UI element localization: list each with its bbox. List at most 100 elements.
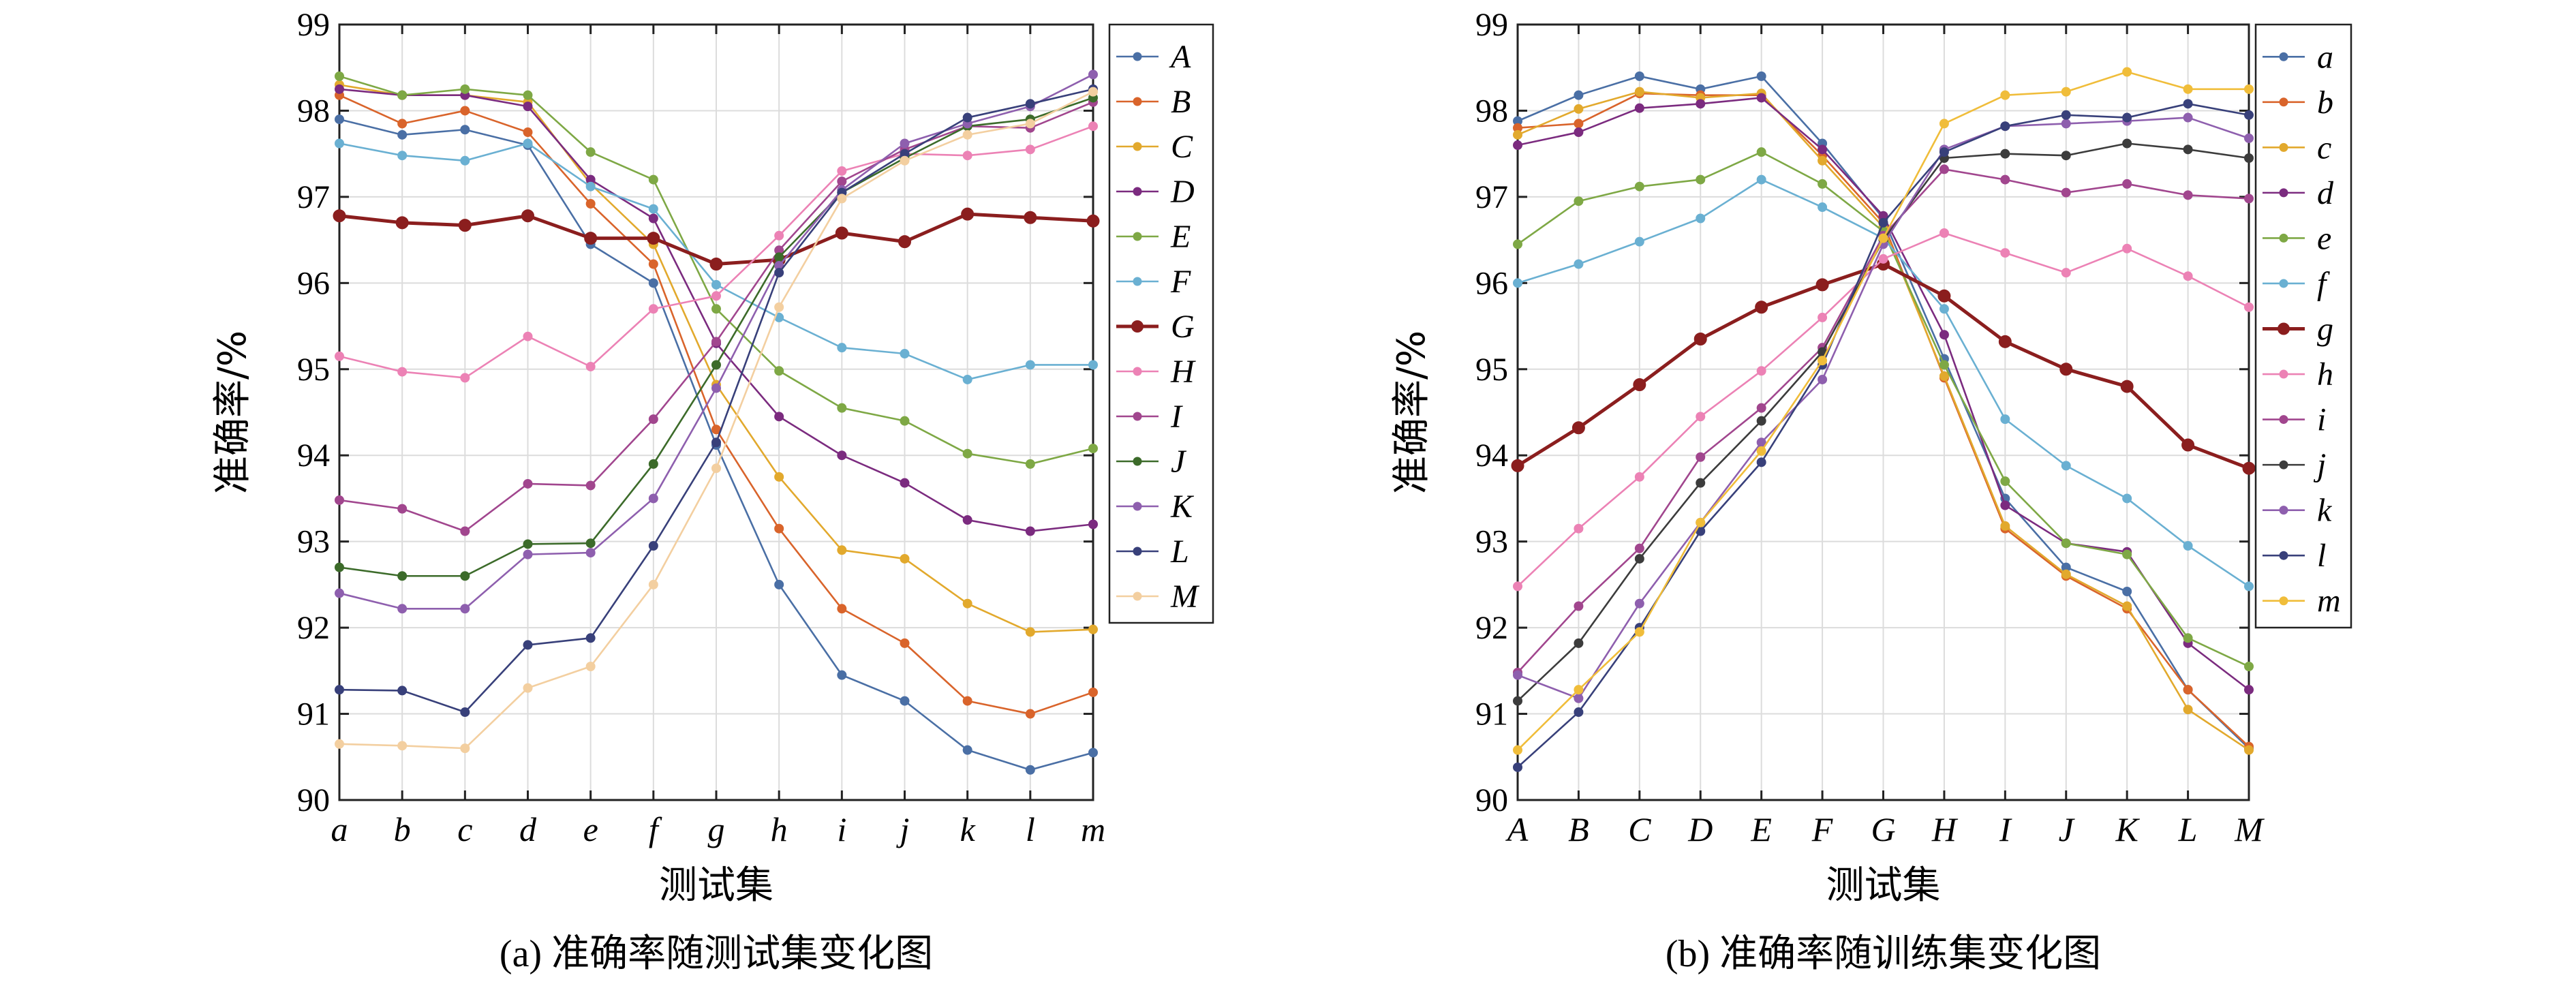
data-point-h bbox=[1513, 581, 1522, 591]
legend-swatch-marker bbox=[2279, 233, 2288, 243]
data-point-E bbox=[523, 90, 533, 100]
legend-swatch-marker bbox=[2279, 460, 2288, 470]
legend-item-e: e bbox=[2263, 220, 2331, 256]
data-point-G bbox=[395, 216, 409, 230]
legend-item-H: H bbox=[1116, 354, 1196, 390]
x-tick-label: c bbox=[457, 810, 472, 848]
y-tick-label: 99 bbox=[1475, 7, 1508, 43]
data-point-C bbox=[1088, 624, 1098, 634]
series-group bbox=[333, 70, 1100, 775]
legend-swatch-marker bbox=[1133, 232, 1142, 241]
legend-item-i: i bbox=[2263, 402, 2326, 438]
data-point-l bbox=[1574, 707, 1584, 718]
x-tick-label: D bbox=[1687, 810, 1713, 848]
data-point-E bbox=[335, 71, 344, 81]
data-point-L bbox=[648, 540, 658, 551]
legend-swatch-marker bbox=[1133, 97, 1142, 106]
y-tick-label: 96 bbox=[297, 265, 330, 301]
series-g bbox=[1511, 258, 2256, 475]
data-point-E bbox=[962, 448, 972, 459]
x-tick-label: e bbox=[583, 810, 598, 848]
data-point-D bbox=[837, 450, 847, 461]
data-point-M bbox=[711, 463, 721, 474]
y-tick-label: 95 bbox=[297, 352, 330, 388]
x-tick-label: f bbox=[649, 810, 662, 848]
x-tick-label: K bbox=[2115, 810, 2140, 848]
data-point-c bbox=[1939, 371, 1949, 381]
data-point-i bbox=[2122, 179, 2132, 189]
x-tick-label: J bbox=[2059, 810, 2076, 848]
legend-swatch-marker bbox=[2279, 551, 2288, 560]
x-tick-label: F bbox=[1811, 810, 1833, 848]
data-point-g bbox=[1937, 289, 1951, 303]
data-point-k bbox=[2061, 119, 2071, 129]
data-point-l bbox=[2061, 110, 2071, 120]
data-point-D bbox=[335, 84, 344, 94]
data-point-M bbox=[1025, 119, 1035, 129]
data-point-F bbox=[1088, 360, 1098, 370]
data-point-L bbox=[335, 685, 344, 695]
data-point-G bbox=[521, 209, 534, 223]
data-point-f bbox=[2183, 540, 2193, 551]
data-point-f bbox=[1696, 213, 1706, 224]
chart-panel-1: 90 91 92 93 94 95 96 97 98 99 A B C D E F G H I J K L M 准确率/% 测试… bbox=[1390, 7, 2352, 975]
data-point-A bbox=[837, 670, 847, 680]
y-tick-label: 94 bbox=[297, 437, 330, 474]
series-group bbox=[1511, 67, 2256, 772]
data-point-L bbox=[460, 707, 470, 718]
y-tick-label: 98 bbox=[1475, 93, 1508, 129]
legend-swatch-marker bbox=[2279, 596, 2288, 606]
data-point-f bbox=[1756, 174, 1766, 185]
data-point-j bbox=[1634, 553, 1644, 564]
figure-caption: (b) 准确率随训练集变化图 bbox=[1666, 933, 2101, 975]
legend-item-m: m bbox=[2263, 583, 2341, 619]
legend-label: B bbox=[1171, 84, 1191, 120]
data-point-G bbox=[647, 232, 660, 245]
data-point-m bbox=[1818, 356, 1828, 366]
y-tick-label: 96 bbox=[1475, 265, 1508, 301]
data-point-i bbox=[1574, 601, 1584, 611]
data-point-h bbox=[1696, 412, 1706, 422]
data-point-c bbox=[2000, 521, 2010, 531]
figure-caption: (a) 准确率随测试集变化图 bbox=[500, 933, 933, 975]
legend-item-g: g bbox=[2263, 311, 2333, 348]
data-point-L bbox=[711, 437, 721, 448]
data-point-j bbox=[2061, 151, 2071, 161]
legend-item-l: l bbox=[2263, 538, 2326, 574]
grid bbox=[339, 24, 1094, 801]
data-point-i bbox=[1696, 452, 1706, 462]
data-point-I bbox=[335, 495, 344, 505]
data-point-i bbox=[2183, 190, 2193, 200]
data-point-g bbox=[2120, 380, 2134, 393]
y-axis-title: 准确率/% bbox=[1390, 330, 1434, 494]
data-point-E bbox=[774, 366, 784, 376]
data-point-m bbox=[1756, 446, 1766, 456]
data-point-G bbox=[961, 207, 975, 221]
data-point-h bbox=[1878, 253, 1888, 264]
data-point-M bbox=[585, 662, 596, 672]
data-point-B bbox=[523, 127, 533, 138]
data-point-B bbox=[648, 259, 658, 269]
data-point-M bbox=[397, 741, 408, 751]
data-point-b bbox=[2183, 685, 2193, 695]
legend-swatch-marker bbox=[2279, 369, 2288, 379]
data-point-H bbox=[962, 151, 972, 161]
legend-swatch-marker bbox=[2279, 142, 2288, 152]
data-point-F bbox=[837, 343, 847, 353]
data-point-a bbox=[1574, 90, 1584, 100]
data-point-B bbox=[1025, 709, 1035, 719]
legend-item-C: C bbox=[1116, 129, 1193, 165]
legend-label: D bbox=[1170, 174, 1195, 210]
data-point-g bbox=[1693, 333, 1707, 346]
data-point-C bbox=[900, 553, 910, 564]
legend-item-I: I bbox=[1116, 399, 1183, 435]
data-point-e bbox=[2244, 662, 2254, 672]
data-point-g bbox=[1755, 301, 1768, 314]
data-point-l bbox=[1513, 762, 1522, 772]
y-tick-label: 92 bbox=[1475, 610, 1508, 646]
data-point-L bbox=[523, 640, 533, 650]
data-point-k bbox=[1574, 693, 1584, 703]
y-tick-label: 97 bbox=[1475, 179, 1508, 215]
series-m bbox=[1513, 67, 2254, 755]
